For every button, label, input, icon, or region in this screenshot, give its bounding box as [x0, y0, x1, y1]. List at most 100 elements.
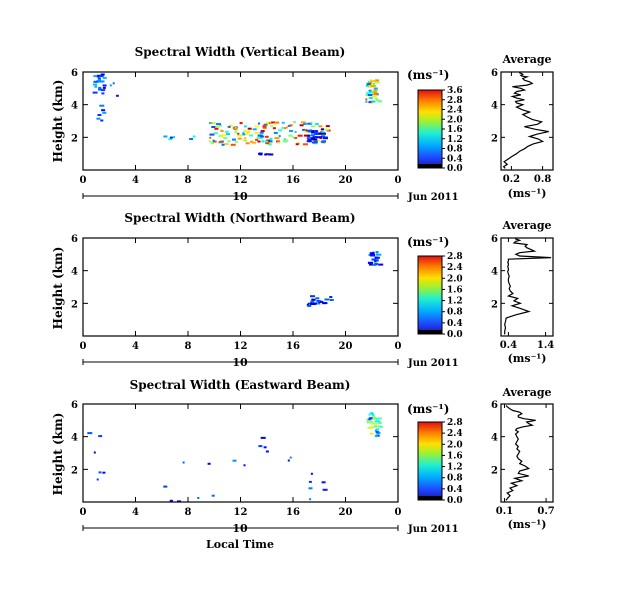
echo-cell: [268, 122, 271, 125]
eastward-average-xlabel: (ms⁻¹): [508, 518, 547, 531]
echo-cell: [321, 135, 326, 138]
x-tick-label: 12: [234, 507, 248, 518]
echo-cell: [218, 141, 223, 143]
echo-cell: [321, 481, 326, 484]
echo-cell: [309, 498, 312, 501]
echo-cell: [252, 141, 256, 144]
echo-cell: [218, 134, 222, 137]
x-tick-label: 4: [132, 341, 139, 352]
echo-cell: [265, 121, 271, 124]
average-frame: [500, 237, 554, 337]
echo-cell: [93, 80, 99, 83]
echo-cell: [227, 140, 231, 143]
echo-cell: [307, 122, 313, 125]
x-tick-label: 8: [185, 507, 192, 518]
echo-cell: [378, 425, 383, 428]
y-tick-label: 2: [71, 465, 78, 476]
colorbar-tick-label: 1.2: [447, 463, 463, 473]
northward-beam-colorbar-unit: (ms⁻¹): [407, 235, 449, 249]
echo-cell: [189, 138, 194, 140]
echo-cell: [234, 131, 238, 134]
echo-cell: [310, 121, 313, 124]
echo-cell: [303, 134, 308, 137]
echo-cell: [292, 136, 294, 139]
echo-cell: [311, 125, 315, 128]
echo-cell: [309, 302, 313, 305]
echo-cell: [375, 81, 381, 84]
echo-cell: [308, 138, 311, 141]
northward-beam-heatmap: 2 4 6 0 4 8 12 16 20 0: [71, 234, 402, 365]
echo-cell: [169, 136, 173, 139]
echo-cell: [244, 137, 247, 140]
average-y-tick-label: 4: [491, 267, 498, 278]
echo-cell: [216, 123, 221, 126]
echo-cell: [299, 124, 304, 127]
echo-cell: [374, 420, 380, 423]
echo-cell: [368, 91, 374, 94]
echo-cell: [208, 122, 211, 125]
echo-cell: [208, 140, 211, 143]
echo-cell: [297, 134, 303, 137]
echo-cell: [374, 425, 377, 428]
echo-cell: [102, 86, 106, 89]
y-tick-label: 6: [71, 68, 78, 79]
x-tick-label: 16: [286, 341, 300, 352]
echo-cell: [96, 117, 101, 120]
echo-cell: [275, 121, 280, 124]
vertical-beam-heatmap: 2 4 6 0 4 8 12 16 20 0: [71, 68, 402, 199]
echo-cell: [306, 134, 310, 137]
echo-cell: [370, 412, 374, 415]
echo-cell: [311, 298, 316, 301]
average-y-tick-label: 2: [491, 465, 498, 476]
colorbar-tick-label: 0.0: [447, 164, 463, 174]
echo-cell: [366, 419, 369, 422]
echo-cell: [309, 129, 313, 132]
y-tick-label: 4: [71, 433, 78, 444]
echo-cell: [310, 472, 313, 475]
echo-cell: [271, 121, 276, 124]
echo-cell: [234, 129, 238, 132]
echo-cell: [211, 494, 215, 497]
echo-cell: [365, 98, 368, 101]
northward-average-xlabel: (ms⁻¹): [508, 352, 547, 365]
echo-cell: [376, 253, 382, 256]
plot-frame: [82, 237, 399, 337]
echo-cell: [223, 137, 228, 140]
echo-cell: [372, 418, 376, 421]
vertical-beam-colorbar-unit: (ms⁻¹): [407, 68, 449, 82]
echo-cell: [94, 85, 98, 88]
vertical-beam-date-tick: 10: [232, 190, 248, 203]
echo-cell: [308, 487, 313, 490]
echo-cell: [224, 143, 229, 145]
echo-cell: [232, 138, 236, 141]
echo-cell: [98, 471, 102, 474]
echo-cell: [372, 263, 377, 266]
echo-cell: [368, 261, 374, 264]
echo-cell: [262, 125, 267, 128]
vertical-beam-ylabel: Height (km): [51, 80, 65, 163]
echo-cell: [268, 140, 273, 143]
echo-cell: [315, 297, 320, 300]
echo-cell: [263, 446, 267, 449]
echo-cell: [212, 139, 215, 142]
colorbar-tick-label: 2.4: [447, 263, 463, 273]
echo-cell: [322, 488, 328, 491]
colorbar-tick-label: 0.8: [447, 308, 463, 318]
echo-cell: [246, 131, 251, 133]
echo-cell: [93, 75, 98, 78]
echo-cell: [370, 84, 374, 87]
northward-beam-date-label: Jun 2011: [407, 358, 459, 369]
echo-cell: [311, 130, 315, 133]
average-x-tick-label: 0.8: [534, 174, 551, 185]
echo-cell: [277, 141, 281, 144]
echo-cell: [372, 415, 376, 418]
echo-cell: [372, 82, 375, 85]
northward-beam-title: Spectral Width (Northward Beam): [124, 211, 355, 225]
echo-cell: [287, 459, 290, 462]
echo-cell: [374, 262, 379, 265]
echo-cell: [109, 84, 112, 87]
colorbar-tick-label: 1.2: [447, 297, 463, 307]
vertical-average-xlabel: (ms⁻¹): [508, 187, 547, 200]
x-tick-label: 0: [80, 507, 87, 518]
